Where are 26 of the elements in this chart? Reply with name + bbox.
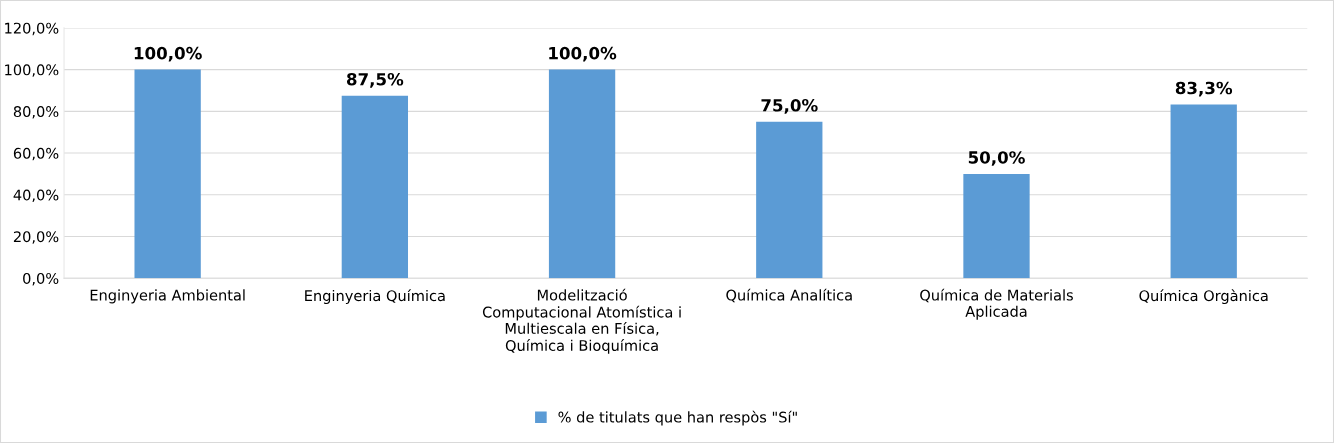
legend-label: % de titulats que han respòs "Sí" — [558, 410, 797, 426]
data-label: 83,3% — [1175, 81, 1233, 97]
bar — [134, 69, 201, 279]
y-tick-label: 20,0% — [13, 231, 59, 244]
x-tick-label: Enginyeria Ambiental — [90, 289, 245, 304]
x-tick-label: Química de Materials Aplicada — [920, 288, 1073, 320]
x-tick-label: Enginyeria Química — [305, 289, 445, 305]
y-tick-label: 120,0% — [5, 22, 59, 36]
y-tick-label: 100,0% — [5, 64, 59, 77]
data-label: 50,0% — [968, 151, 1025, 166]
bar — [548, 69, 616, 279]
x-tick-label: Química Analítica — [726, 288, 852, 303]
bar — [963, 173, 1030, 279]
y-tick-label: 40,0% — [13, 189, 59, 203]
bar — [1170, 104, 1237, 279]
y-tick-label: 80,0% — [13, 106, 59, 119]
data-label: 100,0% — [549, 46, 617, 62]
x-tick-label: Modelització Computacional Atomística i Multiescala en Física, Química i Bioquímica — [482, 288, 681, 354]
data-label: 100,0% — [134, 46, 202, 62]
bar — [341, 95, 409, 279]
data-label: 75,0% — [761, 98, 818, 114]
y-tick-label: 60,0% — [13, 147, 59, 161]
bar — [756, 121, 823, 279]
x-tick-label: Química Orgànica — [1139, 289, 1268, 305]
data-label: 87,5% — [346, 72, 404, 88]
y-tick-label: 0,0% — [23, 272, 59, 286]
